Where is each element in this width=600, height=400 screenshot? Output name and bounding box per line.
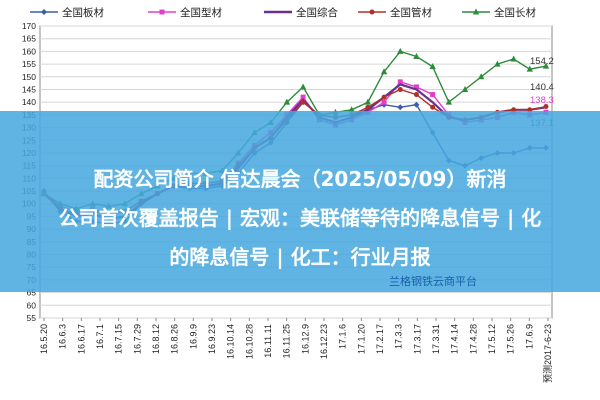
x-tick-label: 预测2017-6-23 (543, 324, 553, 383)
end-label: 140.4 (530, 82, 554, 93)
data-point (413, 101, 420, 108)
data-point (348, 106, 355, 113)
data-point (365, 104, 371, 110)
data-point (494, 60, 501, 67)
x-tick-label: 16.12.23 (319, 324, 329, 359)
x-tick-label: 16.7.15 (114, 324, 124, 354)
data-point (430, 92, 436, 98)
data-point (429, 63, 436, 70)
watermark: 兰格钢铁云商平台 (389, 274, 477, 288)
data-point (543, 103, 549, 109)
legend-label: 全国综合 (296, 6, 338, 19)
data-point (397, 104, 404, 111)
data-point (430, 104, 436, 110)
x-tick-label: 17.6.9 (524, 324, 534, 349)
legend-item-3: 全国综合 (264, 6, 338, 19)
y-tick-label: 65 (27, 288, 37, 298)
x-tick-label: 17.5.26 (506, 324, 516, 354)
data-point (159, 9, 165, 15)
legend-item-2: 全国型材 (148, 6, 222, 19)
legend-item-1: 全国板材 (30, 6, 104, 19)
x-tick-label: 17.3.17 (412, 324, 422, 354)
overlay-line-2: 公司首次覆盖报告 | 宏观：美联储等待的降息信号 | 化 (59, 206, 541, 230)
x-tick-label: 17.5.12 (487, 324, 497, 354)
legend: 全国板材 全国型材 全国综合 全国管材 全国长材 (30, 6, 536, 19)
data-point (283, 98, 291, 105)
y-tick-label: 165 (22, 34, 36, 44)
y-tick-label: 145 (22, 84, 36, 94)
data-point (299, 83, 307, 90)
data-point (381, 99, 387, 105)
data-point (478, 73, 485, 80)
legend-label: 全国管材 (390, 6, 432, 19)
data-point (364, 98, 372, 105)
x-tick-label: 16.8.12 (151, 324, 161, 354)
x-tick-label: 16.8.26 (170, 324, 180, 354)
x-tick-label: 16.11.25 (282, 324, 292, 358)
x-tick-label: 17.3.3 (394, 324, 404, 349)
x-tick-label: 16.6.17 (76, 324, 86, 354)
x-tick-label: 16.5.20 (39, 324, 49, 354)
data-point (397, 79, 403, 85)
data-point (41, 9, 47, 15)
end-label: 154.2 (530, 56, 554, 67)
x-tick-label: 17.1.6 (338, 324, 348, 349)
x-tick-label: 16.11.11 (263, 324, 273, 358)
data-point (369, 9, 375, 15)
data-point (461, 85, 469, 92)
overlay-banner (0, 111, 600, 292)
x-tick-label: 16.9.9 (188, 324, 198, 349)
y-tick-label: 55 (27, 313, 37, 323)
x-tick-label: 17.4.14 (450, 324, 460, 354)
x-tick-label: 17.2.17 (375, 324, 385, 354)
end-label: 138.3 (530, 95, 554, 106)
data-point (300, 99, 306, 105)
data-point (300, 94, 306, 100)
x-tick-label: 16.6.3 (58, 324, 68, 349)
data-point (472, 8, 480, 15)
data-point (542, 62, 550, 69)
data-point (445, 98, 453, 105)
x-tick-label: 16.10.14 (226, 324, 236, 359)
x-tick-label: 17.3.31 (431, 324, 441, 354)
x-tick-label: 17.1.20 (356, 324, 366, 354)
y-tick-label: 160 (22, 46, 36, 56)
x-tick-label: 16.7.29 (132, 324, 142, 354)
y-tick-label: 140 (22, 97, 36, 107)
legend-item-5: 全国长材 (462, 6, 536, 19)
data-point (380, 68, 388, 75)
y-tick-label: 155 (22, 59, 36, 69)
legend-item-4: 全国管材 (358, 6, 432, 19)
data-point (510, 55, 517, 62)
y-tick-label: 170 (22, 21, 36, 31)
x-tick-label: 16.7.1 (95, 324, 105, 349)
overlay-line-1: 配资公司简介 信达晨会（2025/05/09）新消 (94, 167, 507, 191)
legend-label: 全国型材 (180, 6, 222, 19)
legend-label: 全国长材 (494, 6, 536, 19)
legend-label: 全国板材 (62, 6, 104, 19)
x-tick-label: 16.9.23 (207, 324, 217, 354)
data-point (397, 86, 403, 92)
y-tick-label: 150 (22, 72, 36, 82)
x-tick-label: 16.10.28 (244, 324, 254, 359)
x-tick-label: 16.12.9 (300, 324, 310, 354)
data-point (526, 65, 534, 72)
x-axis: 16.5.20 16.6.3 16.6.17 16.7.1 16.7.15 16.7.29… (39, 318, 553, 383)
data-point (413, 52, 420, 59)
x-tick-label: 17.4.28 (468, 324, 478, 354)
data-point (397, 47, 404, 54)
data-point (413, 92, 419, 98)
y-tick-label: 60 (27, 300, 37, 310)
overlay-line-3: 的降息信号 | 化工：行业月报 (169, 245, 430, 269)
data-point (413, 84, 419, 90)
data-point (381, 94, 387, 100)
